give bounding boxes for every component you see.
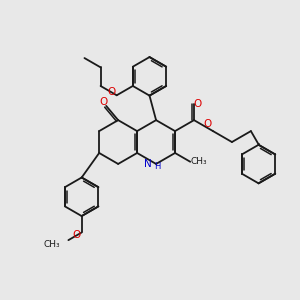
Text: O: O bbox=[73, 230, 81, 241]
Text: N: N bbox=[144, 159, 152, 169]
Text: H: H bbox=[154, 162, 160, 171]
Text: CH₃: CH₃ bbox=[44, 240, 60, 249]
Text: O: O bbox=[203, 118, 211, 129]
Text: CH₃: CH₃ bbox=[191, 157, 208, 166]
Text: O: O bbox=[99, 97, 107, 107]
Text: O: O bbox=[108, 87, 116, 97]
Text: O: O bbox=[194, 99, 202, 109]
